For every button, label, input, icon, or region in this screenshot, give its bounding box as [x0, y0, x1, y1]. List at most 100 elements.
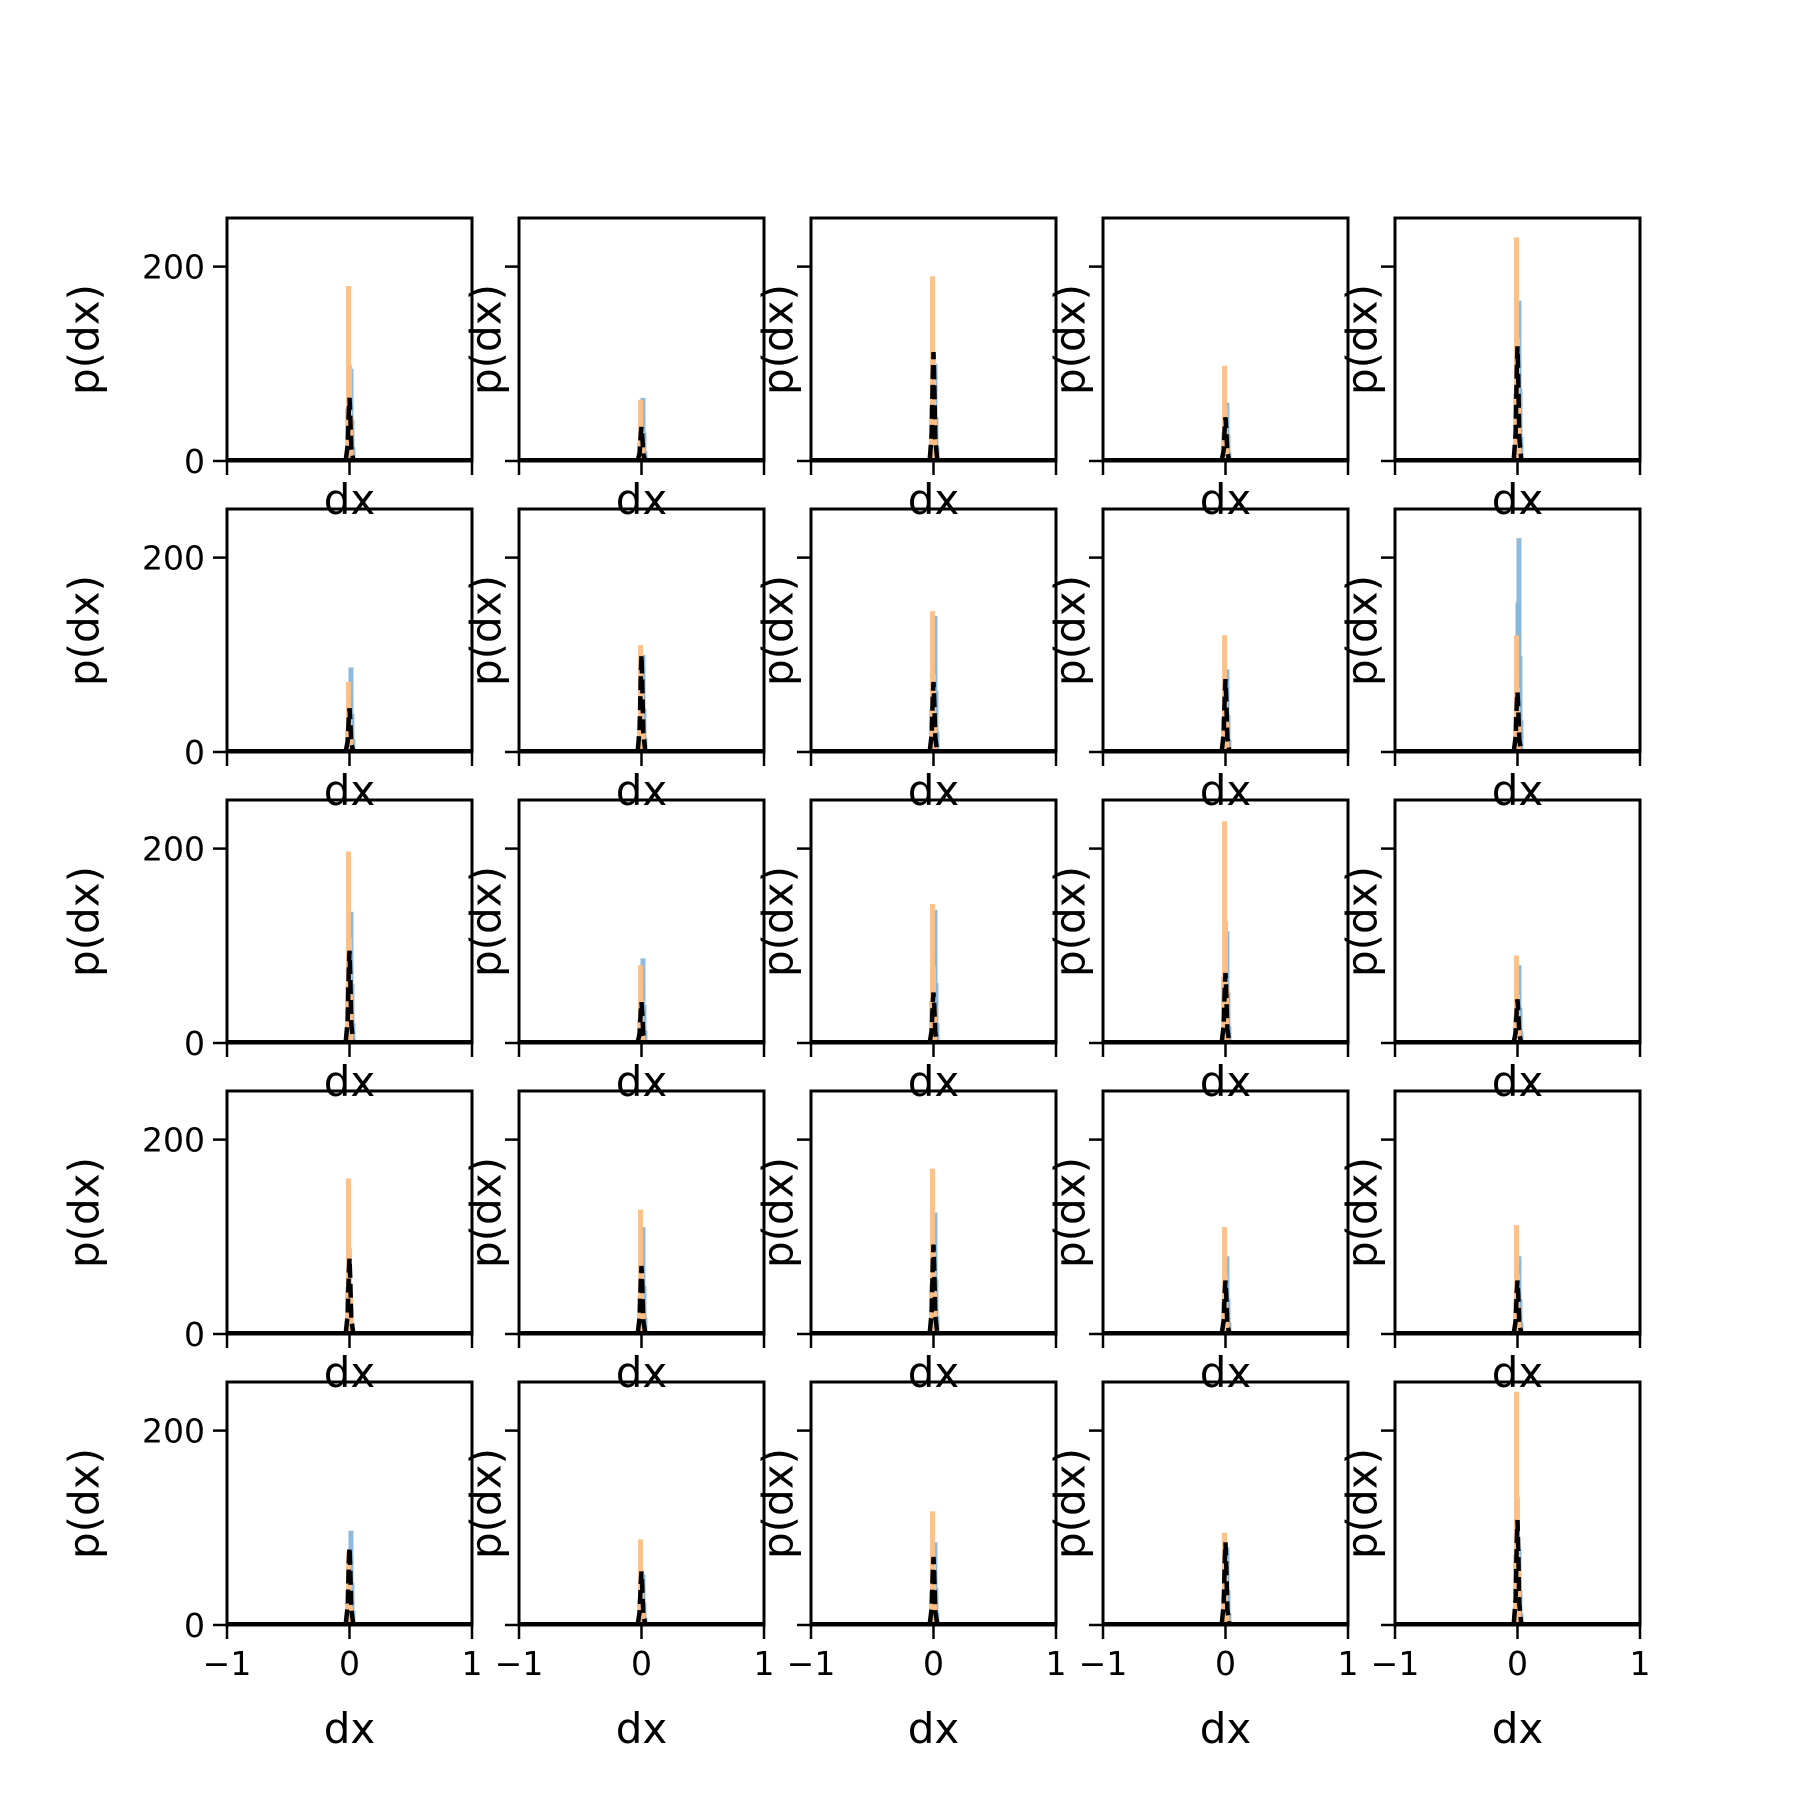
y-tick-label: 200 [142, 539, 205, 578]
panel-r4-c1: 0 200 dx p(dx) [60, 1089, 474, 1397]
y-axis-label: p(dx) [462, 575, 511, 686]
y-tick-label: 0 [184, 733, 205, 772]
panel-r3-c5: dx p(dx) [1338, 798, 1642, 1106]
y-tick-label: 0 [184, 1024, 205, 1063]
hist-b-bar [1515, 405, 1521, 461]
x-axis-label: dx [616, 475, 668, 524]
hist-b-bar [931, 674, 936, 752]
panel-r3-c3: dx p(dx) [754, 798, 1058, 1106]
density-dashed-line [1219, 678, 1232, 751]
hist-b-bar [639, 1302, 645, 1334]
panel-r3-c4: dx p(dx) [1046, 798, 1350, 1106]
x-tick-label: 0 [923, 1644, 944, 1683]
density-dashed-line [1511, 346, 1524, 459]
x-tick-label: 0 [1215, 1644, 1236, 1683]
hist-b-bar [639, 1603, 645, 1625]
density-dashed-line [1511, 691, 1524, 752]
y-axis-label: p(dx) [60, 1448, 109, 1559]
x-axis-label: dx [616, 1704, 668, 1753]
x-tick-label: 1 [1046, 1644, 1067, 1683]
x-axis-label: dx [1200, 1348, 1252, 1397]
y-axis-label: p(dx) [462, 1448, 511, 1559]
panel-r5-c3: −1 0 1 dx p(dx) [754, 1380, 1067, 1753]
y-axis-label: p(dx) [60, 575, 109, 686]
density-dashed-line [927, 352, 940, 460]
y-tick-label: 200 [142, 248, 205, 287]
panel-r4-c3: dx p(dx) [754, 1089, 1058, 1397]
panel-r1-c1: 0 200 dx p(dx) [60, 216, 474, 524]
panel-r3-c2: dx p(dx) [462, 798, 766, 1106]
x-tick-label: 1 [1630, 1644, 1651, 1683]
x-axis-label: dx [908, 475, 960, 524]
y-axis-label: p(dx) [1046, 575, 1095, 686]
y-axis-label: p(dx) [60, 1157, 109, 1268]
x-axis-label: dx [616, 1348, 668, 1397]
x-axis-label: dx [324, 1057, 376, 1106]
y-axis-label: p(dx) [754, 284, 803, 395]
hist-b-bar [1515, 1021, 1521, 1043]
density-dashed-line [343, 950, 356, 1042]
y-axis-label: p(dx) [1046, 866, 1095, 977]
panel-r2-c4: dx p(dx) [1046, 507, 1350, 815]
x-axis-label: dx [908, 1704, 960, 1753]
y-axis-label: p(dx) [754, 1448, 803, 1559]
x-axis-label: dx [616, 766, 668, 815]
y-axis-label: p(dx) [1338, 866, 1387, 977]
density-dashed-line [1511, 999, 1524, 1043]
x-axis-label: dx [1492, 475, 1544, 524]
density-dashed-line [635, 654, 648, 751]
x-tick-label: −1 [203, 1644, 252, 1683]
hist-b-bar [1223, 437, 1229, 461]
x-tick-label: 0 [1507, 1644, 1528, 1683]
x-axis-label: dx [908, 1348, 960, 1397]
x-axis-label: dx [324, 1704, 376, 1753]
x-axis-label: dx [908, 1057, 960, 1106]
y-axis-label: p(dx) [754, 866, 803, 977]
hist-b-bar [347, 734, 353, 752]
density-dashed-line [927, 1244, 940, 1333]
y-tick-label: 200 [142, 1412, 205, 1451]
y-tick-label: 200 [142, 830, 205, 869]
y-axis-label: p(dx) [462, 866, 511, 977]
x-axis-label: dx [1492, 1348, 1544, 1397]
panel-r2-c3: dx p(dx) [754, 507, 1058, 815]
density-dashed-line [635, 1265, 648, 1333]
x-tick-label: 1 [754, 1644, 775, 1683]
x-axis-label: dx [1492, 1704, 1544, 1753]
panel-r1-c3: dx p(dx) [754, 216, 1058, 524]
x-tick-label: −1 [495, 1644, 544, 1683]
hist-b-bar [1223, 921, 1228, 1043]
density-dashed-line [1219, 1542, 1232, 1624]
density-dashed-line [927, 992, 940, 1043]
panel-r1-c2: dx p(dx) [462, 216, 766, 524]
density-dashed-line [1511, 1280, 1524, 1334]
x-axis-label: dx [616, 1057, 668, 1106]
y-axis-label: p(dx) [1046, 1157, 1095, 1268]
density-dashed-line [1219, 417, 1232, 461]
density-dashed-line [927, 681, 940, 751]
y-axis-label: p(dx) [60, 284, 109, 395]
panel-r5-c2: −1 0 1 dx p(dx) [462, 1380, 775, 1753]
panel-r1-c5: dx p(dx) [1338, 216, 1642, 524]
hist-b-bar [639, 725, 645, 752]
y-axis-label: p(dx) [1046, 1448, 1095, 1559]
density-dashed-line [635, 426, 648, 461]
y-tick-label: 0 [184, 1315, 205, 1354]
density-dashed-line [343, 397, 356, 461]
density-dashed-line [635, 1002, 648, 1043]
panel-r4-c2: dx p(dx) [462, 1089, 766, 1397]
x-axis-label: dx [324, 766, 376, 815]
x-tick-label: −1 [787, 1644, 836, 1683]
panel-r4-c5: dx p(dx) [1338, 1089, 1642, 1397]
x-tick-label: 1 [462, 1644, 483, 1683]
x-axis-label: dx [1492, 766, 1544, 815]
density-dashed-line [343, 708, 356, 752]
hist-b-bar [347, 1584, 352, 1625]
density-dashed-line [927, 1556, 940, 1624]
panel-r5-c5: −1 0 1 dx p(dx) [1338, 1380, 1651, 1753]
panel-r2-c2: dx p(dx) [462, 507, 766, 815]
x-axis-label: dx [1492, 1057, 1544, 1106]
x-axis-label: dx [1200, 475, 1252, 524]
